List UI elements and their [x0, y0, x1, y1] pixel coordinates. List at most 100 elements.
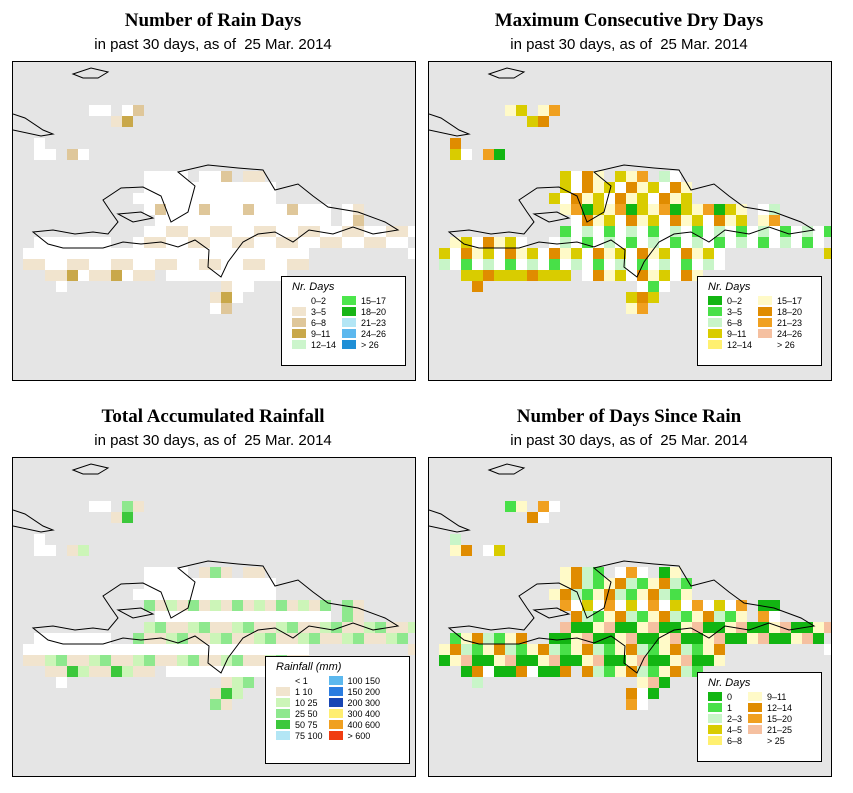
grid-cell [166, 578, 177, 589]
grid-cell [45, 545, 56, 556]
grid-cell [298, 611, 309, 622]
grid-cell [659, 226, 670, 237]
grid-cell [144, 204, 155, 215]
grid-cell [221, 589, 232, 600]
grid-cell [736, 215, 747, 226]
grid-cell [626, 611, 637, 622]
grid-cell [516, 237, 527, 248]
grid-cell [483, 149, 494, 160]
legend-label: > 26 [777, 339, 795, 350]
grid-cell [450, 633, 461, 644]
legend-item: 15–17 [342, 295, 386, 306]
grid-cell [527, 655, 538, 666]
grid-cell [287, 611, 298, 622]
legend-label: 1 10 [295, 686, 313, 697]
grid-cell [604, 215, 615, 226]
grid-cell [725, 215, 736, 226]
grid-cell [221, 622, 232, 633]
grid-cell [725, 633, 736, 644]
legend-label: 12–14 [311, 339, 337, 350]
grid-cell [791, 237, 802, 248]
panel-total-rainfall: Total Accumulated Rainfall in past 30 da… [0, 396, 426, 792]
grid-cell [527, 248, 538, 259]
grid-cell [56, 666, 67, 677]
grid-cell [56, 281, 67, 292]
grid-cell [461, 259, 472, 270]
grid-cell [210, 611, 221, 622]
grid-cell [89, 259, 100, 270]
grid-cell [221, 171, 232, 182]
grid-cell [133, 666, 144, 677]
grid-cell [166, 171, 177, 182]
grid-cell [232, 281, 243, 292]
grid-cell [637, 237, 648, 248]
legend-swatch [748, 736, 763, 745]
grid-cell [199, 567, 210, 578]
grid-cell [681, 182, 692, 193]
grid-cell [100, 633, 111, 644]
grid-cell [582, 622, 593, 633]
grid-cell [243, 578, 254, 589]
legend-swatch [758, 296, 773, 305]
grid-cell [494, 237, 505, 248]
grid-cell [780, 622, 791, 633]
grid-cell [309, 204, 320, 215]
legend-item: 21–23 [342, 317, 386, 328]
grid-cell [439, 655, 450, 666]
legend-swatch [758, 318, 773, 327]
grid-cell [144, 655, 155, 666]
grid-cell [45, 248, 56, 259]
legend-label: 2–3 [727, 713, 743, 724]
grid-cell [472, 237, 483, 248]
max-dry-days-map [429, 67, 831, 314]
grid-cell [813, 633, 824, 644]
legend-swatch [276, 698, 290, 707]
grid-cell [243, 666, 254, 677]
grid-cell [375, 237, 386, 248]
panel-title: Maximum Consecutive Dry Days [494, 10, 764, 31]
grid-cell [450, 248, 461, 259]
grid-cell [221, 303, 232, 314]
grid-cell [89, 270, 100, 281]
legend-swatch [708, 329, 722, 338]
grid-cell [232, 226, 243, 237]
grid-cell [725, 611, 736, 622]
legend-label: 21–23 [777, 317, 803, 328]
grid-cell [538, 644, 549, 655]
legend-label: 24–26 [361, 328, 387, 339]
grid-cell [221, 677, 232, 688]
grid-cell [89, 644, 100, 655]
legend-swatch [328, 709, 343, 718]
grid-cell [659, 237, 670, 248]
grid-cell [604, 589, 615, 600]
grid-cell [681, 215, 692, 226]
grid-cell [210, 655, 221, 666]
grid-cell [342, 622, 353, 633]
grid-cell [309, 633, 320, 644]
grid-cell [637, 622, 648, 633]
grid-cell [188, 611, 199, 622]
grid-cell [637, 248, 648, 259]
grid-cell [604, 248, 615, 259]
grid-cell [494, 248, 505, 259]
grid-cell [177, 204, 188, 215]
grid-cell [516, 501, 527, 512]
grid-cell [549, 655, 560, 666]
grid-cell [78, 644, 89, 655]
grid-cell [177, 611, 188, 622]
grid-cell [221, 281, 232, 292]
grid-cell [210, 303, 221, 314]
grid-cell [177, 226, 188, 237]
grid-cell [144, 600, 155, 611]
grid-cell [56, 259, 67, 270]
island-outline [429, 113, 471, 137]
grid-cell [320, 204, 331, 215]
grid-cell [615, 666, 626, 677]
grid-cell [199, 193, 210, 204]
grid-cell [210, 622, 221, 633]
grid-cell [243, 600, 254, 611]
grid-cell [34, 248, 45, 259]
grid-cell [210, 171, 221, 182]
grid-cell [386, 237, 397, 248]
grid-cell [571, 259, 582, 270]
